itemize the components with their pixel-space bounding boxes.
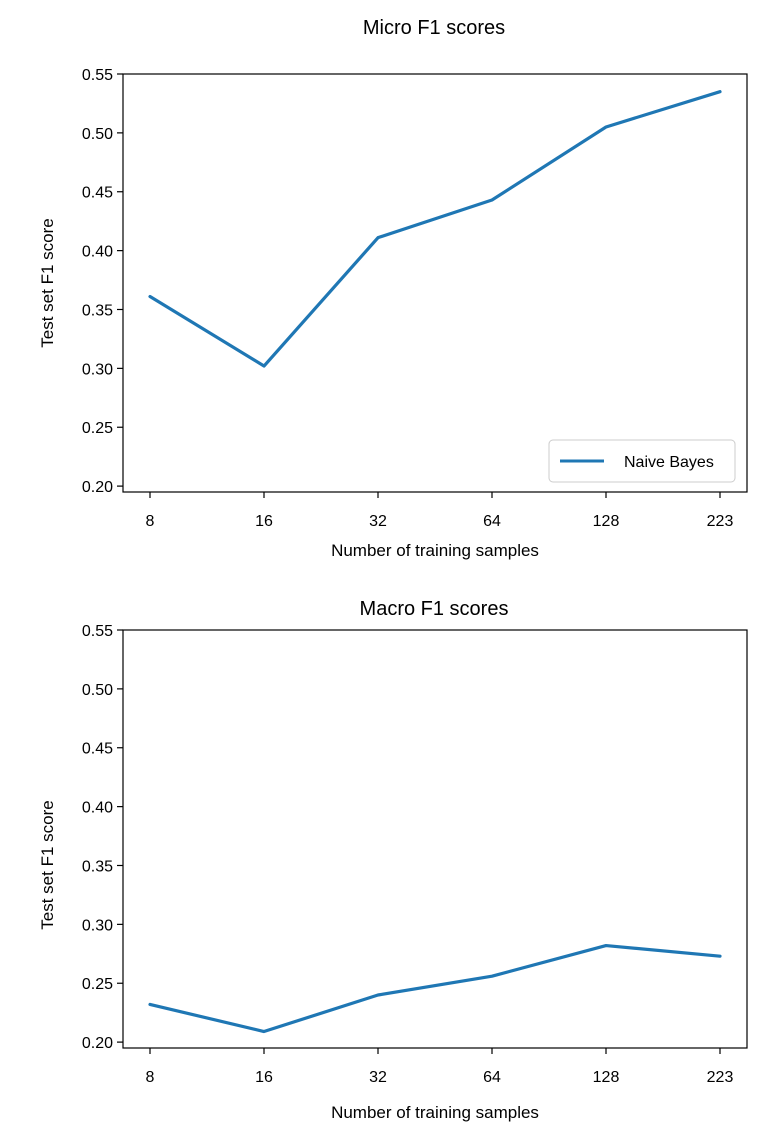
y-tick-label: 0.30	[82, 917, 113, 934]
y-axis-label: Test set F1 score	[38, 800, 57, 929]
y-tick-label: 0.20	[82, 479, 113, 496]
series-group	[148, 90, 722, 368]
y-tick-label: 0.45	[82, 741, 113, 758]
x-tick-label: 128	[593, 513, 620, 530]
data-point	[376, 236, 380, 239]
series-line	[148, 943, 722, 1034]
micro-f1-panel: Micro F1 scores Number of training sampl…	[38, 17, 748, 560]
tick-group: 0.20 0.25 0.30 0.35 0.40 0.45 0.50 0.55 8 16 32 64 1…	[82, 67, 734, 530]
data-point	[490, 198, 494, 202]
y-axis-label: Test set F1 score	[38, 218, 57, 347]
y-tick-label: 0.25	[82, 976, 113, 993]
y-tick-label: 0.35	[82, 858, 113, 875]
x-tick-label: 8	[146, 1069, 155, 1086]
series-group	[148, 943, 722, 1034]
y-tick-label: 0.55	[82, 67, 113, 84]
legend: Naive Bayes	[548, 439, 736, 483]
data-point	[490, 974, 494, 978]
data-point	[604, 944, 608, 947]
tick-group: 0.20 0.25 0.30 0.35 0.40 0.45 0.50 0.55 8 16 32 64 1…	[82, 623, 734, 1086]
x-tick-label: 223	[707, 1069, 734, 1086]
data-point	[718, 954, 722, 958]
plot-frame	[122, 629, 748, 1049]
x-tick-label: 32	[369, 1069, 387, 1086]
data-point	[262, 364, 266, 368]
chart-title: Micro F1 scores	[363, 17, 505, 39]
x-tick-label: 8	[146, 513, 155, 530]
x-tick-label: 128	[593, 1069, 620, 1086]
y-tick-label: 0.30	[82, 361, 113, 378]
x-axis-label: Number of training samples	[331, 541, 539, 560]
data-point	[148, 1003, 152, 1006]
data-point	[262, 1030, 266, 1033]
x-axis-label: Number of training samples	[331, 1103, 539, 1122]
y-tick-label: 0.40	[82, 244, 113, 261]
chart-title: Macro F1 scores	[360, 598, 509, 620]
macro-f1-panel: Macro F1 scores Number of training sampl…	[38, 598, 748, 1122]
plot-frame	[122, 73, 748, 493]
y-tick-label: 0.25	[82, 420, 113, 437]
y-tick-label: 0.35	[82, 302, 113, 319]
legend-label: Naive Bayes	[624, 454, 714, 471]
x-tick-label: 64	[483, 513, 501, 530]
x-tick-label: 64	[483, 1069, 501, 1086]
y-tick-label: 0.55	[82, 623, 113, 640]
legend-box	[548, 439, 736, 483]
y-tick-label: 0.50	[82, 126, 113, 143]
y-tick-label: 0.40	[82, 800, 113, 817]
y-tick-label: 0.20	[82, 1035, 113, 1052]
x-tick-label: 223	[707, 513, 734, 530]
y-tick-label: 0.45	[82, 185, 113, 202]
data-point	[148, 295, 152, 298]
x-tick-label: 32	[369, 513, 387, 530]
x-tick-label: 16	[255, 1069, 273, 1086]
data-point	[376, 993, 380, 997]
data-point	[604, 125, 608, 129]
x-tick-label: 16	[255, 513, 273, 530]
data-point	[718, 90, 722, 93]
series-line	[148, 90, 722, 368]
y-tick-label: 0.50	[82, 682, 113, 699]
